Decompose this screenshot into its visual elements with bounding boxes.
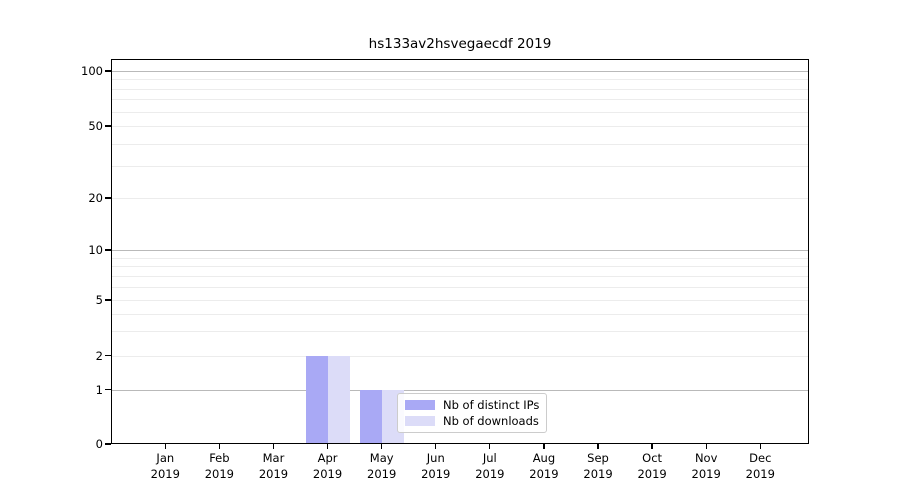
- x-axis-tick: [489, 444, 491, 449]
- x-tick-year: 2019: [475, 466, 505, 481]
- y-tick-label: 100: [81, 64, 103, 78]
- x-tick-month: Jun: [426, 451, 445, 465]
- x-tick-year: 2019: [204, 466, 235, 481]
- major-gridline: [111, 389, 809, 391]
- legend-label: Nb of distinct IPs: [443, 398, 540, 412]
- x-axis-tick: [597, 444, 599, 449]
- minor-gridline: [111, 111, 809, 113]
- minor-gridline: [111, 300, 809, 301]
- x-tick-label: Dec 2019: [732, 451, 788, 482]
- x-axis-tick: [705, 444, 707, 449]
- x-tick-label: Mar 2019: [245, 451, 301, 482]
- x-tick-month: Nov: [694, 451, 718, 465]
- x-tick-year: 2019: [367, 466, 397, 481]
- x-tick-year: 2019: [150, 466, 180, 481]
- y-axis-tick: [105, 388, 111, 391]
- y-axis-tick: [105, 197, 111, 199]
- x-tick-month: Mar: [262, 451, 285, 465]
- minor-gridline: [111, 355, 809, 357]
- legend-item: Nb of downloads: [405, 414, 539, 428]
- minor-gridline: [111, 88, 809, 90]
- x-tick-month: Dec: [749, 451, 772, 465]
- y-tick-label: 0: [95, 437, 103, 451]
- x-tick-label: May 2019: [354, 451, 410, 482]
- y-tick-label: 2: [95, 348, 103, 363]
- minor-gridline: [111, 257, 809, 259]
- minor-gridline: [111, 313, 809, 315]
- x-axis-tick: [543, 444, 545, 449]
- x-tick-label: Jan 2019: [137, 451, 193, 482]
- y-axis-tick: [105, 354, 111, 357]
- x-tick-year: 2019: [637, 466, 667, 481]
- minor-gridline: [111, 275, 809, 277]
- x-tick-year: 2019: [258, 466, 289, 481]
- chart-title: hs133av2hsvegaecdf 2019: [368, 36, 552, 52]
- x-tick-label: Nov 2019: [678, 451, 734, 482]
- x-tick-month: Sep: [587, 451, 609, 465]
- x-axis-tick: [272, 444, 275, 449]
- y-axis-tick: [105, 249, 111, 251]
- minor-gridline: [111, 330, 809, 332]
- minor-gridline: [111, 143, 809, 145]
- minor-gridline: [111, 198, 809, 199]
- x-tick-label: Jul 2019: [462, 451, 518, 482]
- x-tick-year: 2019: [421, 466, 451, 481]
- y-tick-label: 10: [88, 243, 103, 257]
- x-tick-year: 2019: [529, 466, 559, 481]
- y-axis-tick: [105, 299, 111, 301]
- y-axis-tick: [105, 70, 111, 72]
- x-axis-tick: [381, 444, 383, 449]
- y-tick-label: 1: [95, 382, 103, 397]
- y-tick-label: 50: [88, 119, 103, 133]
- x-tick-year: 2019: [745, 466, 775, 481]
- x-tick-label: Oct 2019: [624, 451, 680, 482]
- x-tick-label: Sep 2019: [570, 451, 626, 482]
- x-axis-tick: [435, 444, 437, 449]
- x-tick-month: Oct: [642, 451, 663, 465]
- y-tick-label: 5: [95, 293, 103, 307]
- bar-distinct-ips-may: [359, 389, 382, 444]
- x-tick-month: Aug: [532, 451, 556, 465]
- minor-gridline: [111, 286, 809, 288]
- bar-distinct-ips-apr: [305, 355, 328, 444]
- bar-downloads-apr: [327, 355, 350, 444]
- x-tick-label: Apr 2019: [300, 451, 356, 482]
- x-tick-year: 2019: [312, 466, 343, 481]
- minor-gridline: [111, 126, 809, 127]
- legend-swatch: [405, 416, 435, 426]
- legend-label: Nb of downloads: [443, 414, 539, 428]
- x-axis-tick: [164, 444, 166, 449]
- minor-gridline: [111, 99, 809, 101]
- major-gridline: [111, 250, 809, 251]
- x-tick-year: 2019: [583, 466, 613, 481]
- minor-gridline: [111, 266, 809, 268]
- legend: Nb of distinct IPs Nb of downloads: [397, 393, 547, 433]
- y-axis-tick: [105, 125, 111, 127]
- x-axis-tick: [651, 444, 653, 449]
- x-axis-tick: [218, 444, 221, 449]
- x-tick-label: Aug 2019: [516, 451, 572, 482]
- x-tick-month: Jan: [156, 451, 175, 465]
- x-tick-month: Apr: [317, 451, 338, 465]
- x-axis-tick: [759, 444, 761, 449]
- x-tick-year: 2019: [691, 466, 721, 481]
- x-tick-month: Feb: [209, 451, 230, 465]
- x-tick-label: Feb 2019: [191, 451, 247, 482]
- legend-swatch: [405, 400, 435, 410]
- x-tick-label: Jun 2019: [408, 451, 464, 482]
- major-gridline: [111, 71, 809, 72]
- y-axis-tick: [105, 443, 111, 445]
- minor-gridline: [111, 166, 809, 168]
- x-axis-tick: [326, 444, 329, 449]
- x-tick-month: Jul: [482, 451, 497, 465]
- y-tick-label: 20: [88, 191, 103, 205]
- plot-area: [111, 59, 809, 444]
- minor-gridline: [111, 79, 809, 81]
- legend-item: Nb of distinct IPs: [405, 398, 539, 412]
- x-tick-month: May: [369, 451, 394, 465]
